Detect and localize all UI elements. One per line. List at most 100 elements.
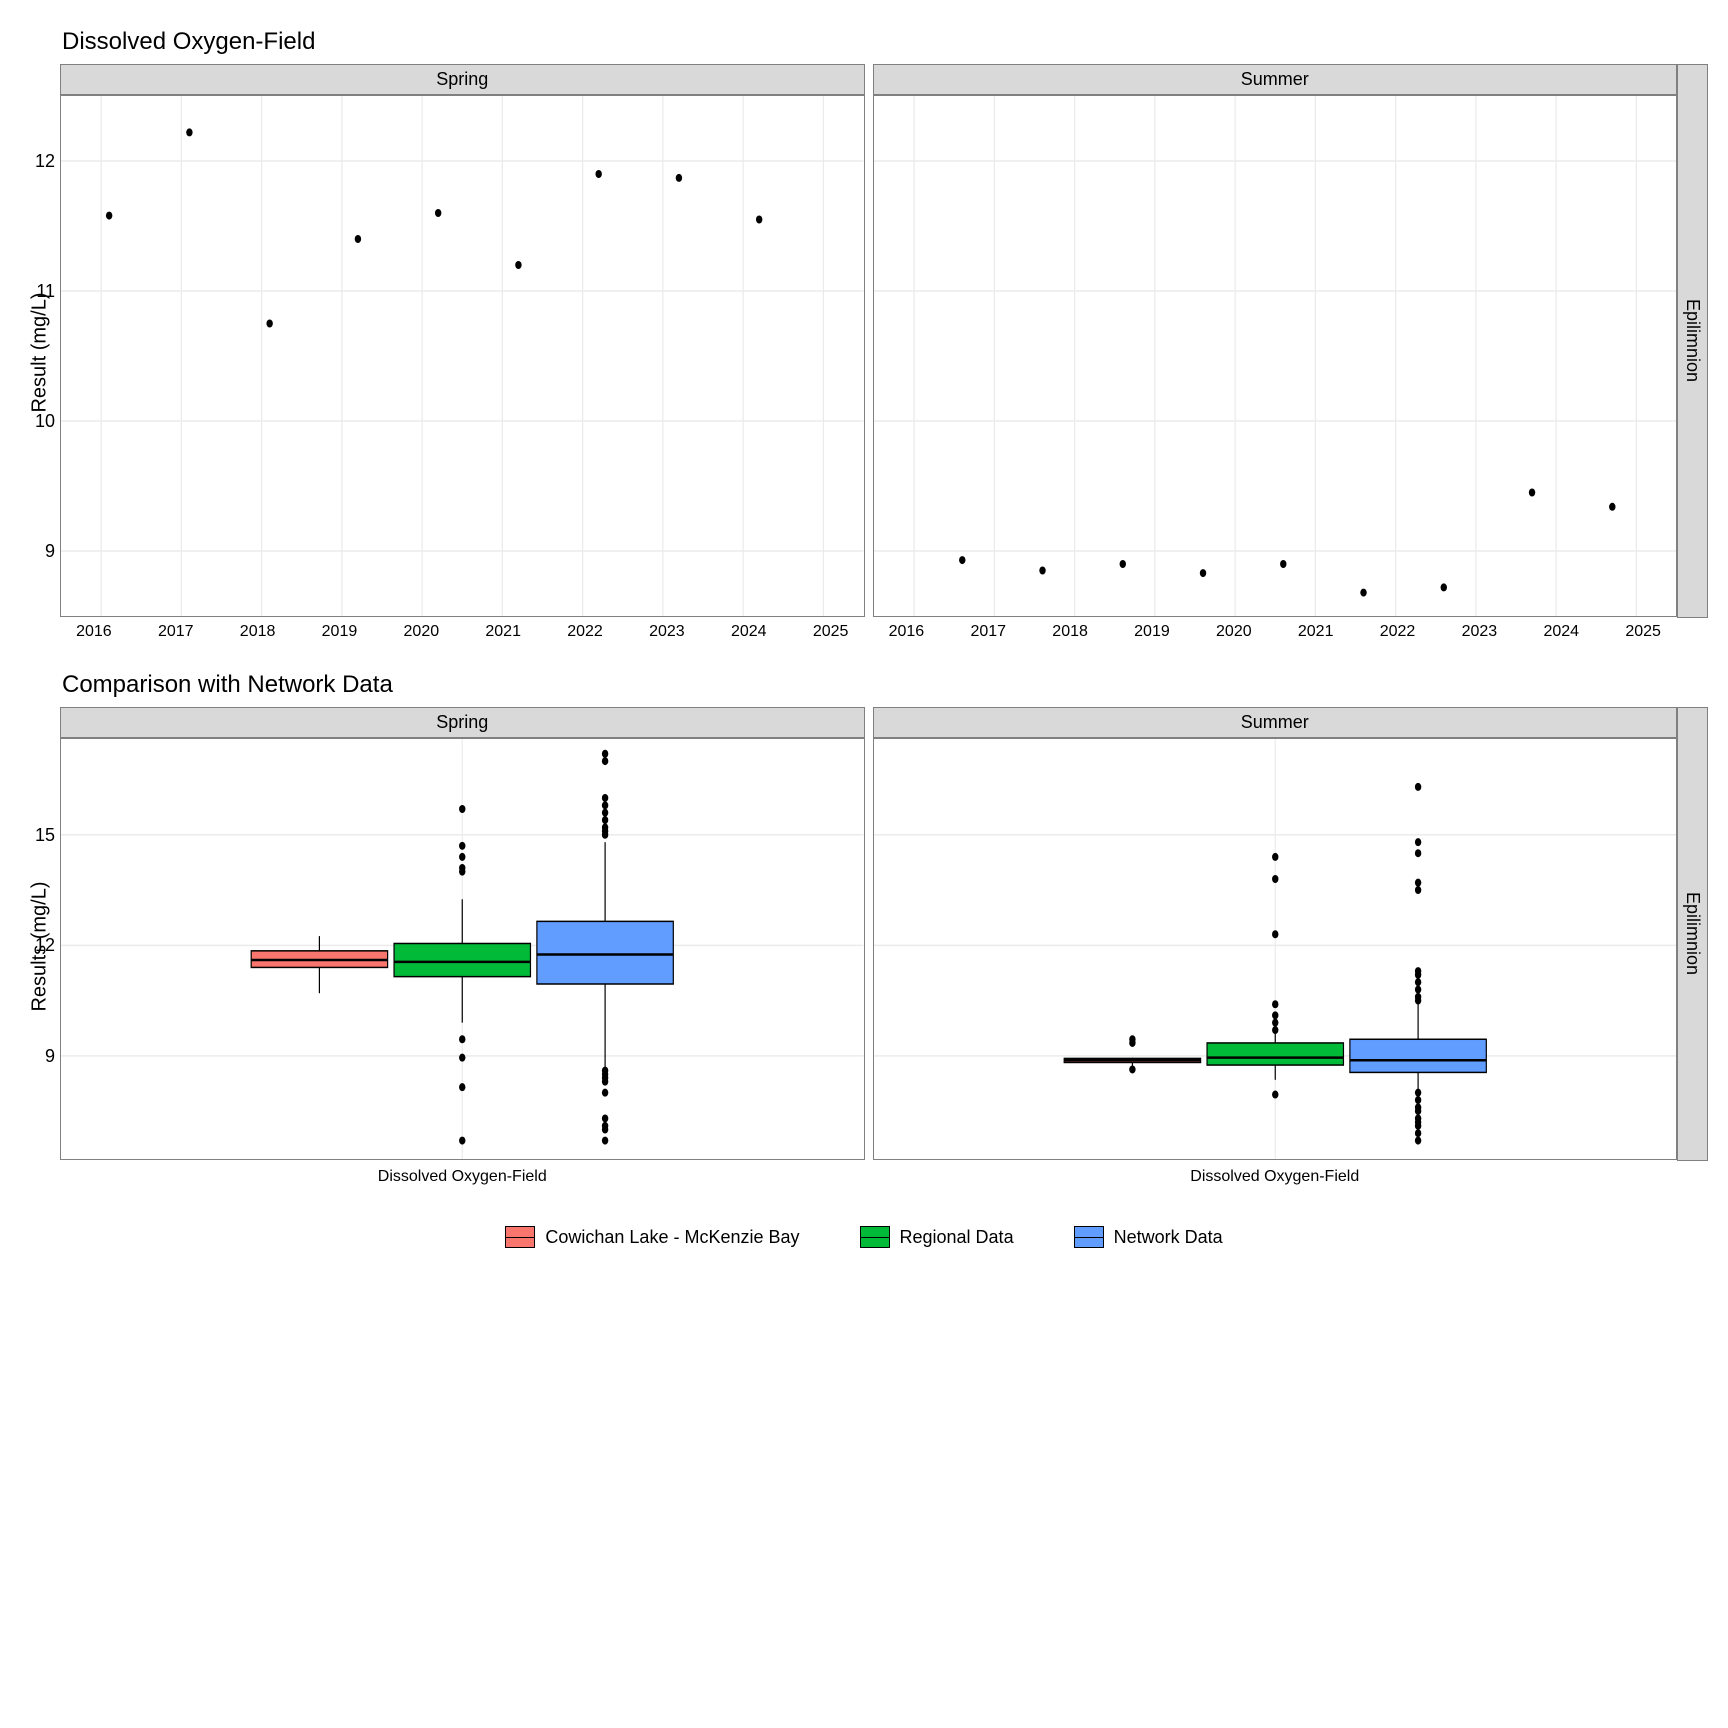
boxplot-box	[537, 921, 673, 984]
outlier-point	[1414, 879, 1420, 887]
legend-key	[505, 1226, 535, 1248]
x-tick-label: 2017	[158, 623, 194, 641]
plot-area	[873, 738, 1678, 1160]
data-point	[355, 235, 361, 243]
legend-label: Regional Data	[900, 1227, 1014, 1248]
outlier-point	[1272, 1091, 1278, 1099]
data-point	[595, 170, 601, 178]
outlier-point	[459, 805, 465, 813]
outlier-point	[1414, 986, 1420, 994]
outlier-point	[1272, 930, 1278, 938]
outlier-point	[1272, 1011, 1278, 1019]
plot-area	[873, 95, 1678, 617]
figure-root: Dissolved Oxygen-Field Result (mg/L) Spr…	[20, 28, 1708, 1248]
x-ticks: 2016201720182019202020212022202320242025	[60, 623, 865, 641]
data-point	[106, 212, 112, 220]
data-point	[1528, 489, 1534, 497]
x-tick-label: 2021	[1298, 623, 1334, 641]
legend-label: Cowichan Lake - McKenzie Bay	[545, 1227, 799, 1248]
outlier-point	[459, 853, 465, 861]
data-point	[1440, 583, 1446, 591]
y-tick-label: 10	[23, 411, 55, 432]
boxplot-box	[394, 943, 530, 976]
legend-item: Regional Data	[860, 1226, 1014, 1248]
facet-strip-top: Spring	[60, 64, 865, 95]
x-tick-label: 2017	[970, 623, 1006, 641]
facet-strip-right: Epilimnion	[1677, 707, 1708, 1161]
x-category-label: Dissolved Oxygen-Field	[873, 1168, 1678, 1186]
data-point	[1039, 567, 1045, 575]
box-panels: Spring91215Dissolved Oxygen-FieldSummerD…	[60, 707, 1677, 1186]
x-tick-label: 2024	[1543, 623, 1579, 641]
x-tick-label: 2019	[1134, 623, 1170, 641]
x-tick-label: 2023	[649, 623, 685, 641]
data-point	[1119, 560, 1125, 568]
x-tick-label: 2020	[1216, 623, 1252, 641]
data-point	[1199, 569, 1205, 577]
outlier-point	[1414, 849, 1420, 857]
data-point	[756, 216, 762, 224]
outlier-point	[602, 831, 608, 839]
outlier-point	[602, 750, 608, 758]
outlier-point	[602, 1089, 608, 1097]
data-point	[676, 174, 682, 182]
outlier-point	[459, 842, 465, 850]
y-tick-label: 9	[23, 1046, 55, 1067]
outlier-point	[1272, 1019, 1278, 1027]
outlier-point	[602, 1078, 608, 1086]
outlier-point	[602, 1114, 608, 1122]
x-tick-label: 2024	[731, 623, 767, 641]
x-tick-label: 2022	[567, 623, 603, 641]
data-point	[1280, 560, 1286, 568]
x-tick-label: 2018	[240, 623, 276, 641]
y-tick-label: 12	[23, 935, 55, 956]
x-tick-label: 2025	[1625, 623, 1661, 641]
legend: Cowichan Lake - McKenzie Bay Regional Dat…	[20, 1226, 1708, 1248]
outlier-point	[1414, 997, 1420, 1005]
facet-strip-right: Epilimnion	[1677, 64, 1708, 618]
outlier-point	[1414, 1089, 1420, 1097]
x-tick-label: 2016	[889, 623, 925, 641]
outlier-point	[1129, 1035, 1135, 1043]
scatter-row: Result (mg/L) Spring91011122016201720182…	[20, 64, 1708, 641]
data-point	[1609, 503, 1615, 511]
scatter-panel: Spring9101112201620172018201920202021202…	[60, 64, 865, 641]
x-tick-label: 2025	[813, 623, 849, 641]
outlier-point	[459, 1035, 465, 1043]
legend-key	[1074, 1226, 1104, 1248]
data-point	[1360, 589, 1366, 597]
outlier-point	[1272, 1026, 1278, 1034]
scatter-ylabel: Result (mg/L)	[29, 292, 52, 412]
y-tick-label: 11	[23, 281, 55, 302]
outlier-point	[1414, 886, 1420, 894]
x-tick-label: 2020	[404, 623, 440, 641]
x-tick-label: 2018	[1052, 623, 1088, 641]
data-point	[266, 320, 272, 328]
outlier-point	[1414, 978, 1420, 986]
scatter-panels: Spring9101112201620172018201920202021202…	[60, 64, 1677, 641]
outlier-point	[1272, 875, 1278, 883]
box-title: Comparison with Network Data	[62, 671, 1708, 699]
facet-strip-top: Summer	[873, 707, 1678, 738]
outlier-point	[459, 1083, 465, 1091]
outlier-point	[1414, 1107, 1420, 1115]
outlier-point	[602, 801, 608, 809]
x-tick-label: 2023	[1462, 623, 1498, 641]
outlier-point	[602, 809, 608, 817]
legend-key	[860, 1226, 890, 1248]
outlier-point	[1414, 1129, 1420, 1137]
legend-item: Cowichan Lake - McKenzie Bay	[505, 1226, 799, 1248]
outlier-point	[459, 1137, 465, 1145]
outlier-point	[602, 1126, 608, 1134]
outlier-point	[1272, 1000, 1278, 1008]
y-tick-label: 9	[23, 541, 55, 562]
legend-label: Network Data	[1114, 1227, 1223, 1248]
outlier-point	[1414, 1137, 1420, 1145]
x-ticks: 2016201720182019202020212022202320242025	[873, 623, 1678, 641]
outlier-point	[1414, 1122, 1420, 1130]
x-tick-label: 2019	[322, 623, 358, 641]
boxplot-box	[1207, 1043, 1343, 1065]
y-tick-label: 15	[23, 825, 55, 846]
outlier-point	[1414, 971, 1420, 979]
boxplot-box	[1349, 1039, 1485, 1072]
